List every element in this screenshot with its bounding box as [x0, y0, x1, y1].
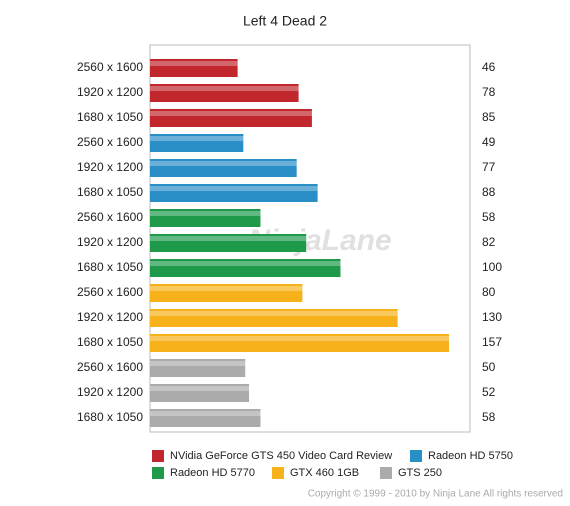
- category-label: 1920 x 1200: [77, 160, 143, 174]
- bar-highlight: [150, 311, 398, 316]
- value-label: 88: [482, 185, 496, 199]
- category-label: 2560 x 1600: [77, 135, 143, 149]
- bar: [150, 259, 341, 277]
- value-label: 78: [482, 85, 496, 99]
- bar-highlight: [150, 61, 238, 66]
- bar-highlight: [150, 211, 261, 216]
- legend-label: Radeon HD 5750: [428, 450, 513, 462]
- category-label: 2560 x 1600: [77, 210, 143, 224]
- category-label: 1920 x 1200: [77, 385, 143, 399]
- bar: [150, 109, 312, 127]
- value-label: 85: [482, 110, 496, 124]
- value-label: 130: [482, 310, 502, 324]
- bar-highlight: [150, 411, 261, 416]
- copyright: Copyright © 1999 - 2010 by Ninja Lane Al…: [308, 489, 563, 500]
- legend-swatch: [272, 467, 284, 479]
- bar: [150, 159, 297, 177]
- bar-highlight: [150, 86, 299, 91]
- category-label: 1680 x 1050: [77, 260, 143, 274]
- legend-label: GTX 460 1GB: [290, 467, 359, 479]
- bar: [150, 234, 307, 252]
- value-label: 77: [482, 160, 496, 174]
- legend-swatch: [380, 467, 392, 479]
- chart-title: Left 4 Dead 2: [243, 13, 327, 29]
- category-label: 1680 x 1050: [77, 410, 143, 424]
- bar-highlight: [150, 361, 246, 366]
- bar-highlight: [150, 386, 250, 391]
- bar: [150, 384, 250, 402]
- bar: [150, 284, 303, 302]
- value-label: 46: [482, 60, 496, 74]
- value-label: 82: [482, 235, 496, 249]
- category-label: 2560 x 1600: [77, 60, 143, 74]
- bar: [150, 309, 398, 327]
- bar-highlight: [150, 261, 341, 266]
- bar: [150, 359, 246, 377]
- bar: [150, 134, 244, 152]
- legend-swatch: [152, 467, 164, 479]
- bar: [150, 209, 261, 227]
- bar: [150, 334, 450, 352]
- legend-label: NVidia GeForce GTS 450 Video Card Review: [170, 450, 392, 462]
- legend-label: Radeon HD 5770: [170, 467, 255, 479]
- category-label: 1920 x 1200: [77, 85, 143, 99]
- bar: [150, 184, 318, 202]
- bar: [150, 409, 261, 427]
- bar-highlight: [150, 136, 244, 141]
- value-label: 52: [482, 385, 496, 399]
- value-label: 80: [482, 285, 496, 299]
- value-label: 58: [482, 210, 496, 224]
- value-label: 49: [482, 135, 496, 149]
- bar-highlight: [150, 336, 450, 341]
- bar: [150, 59, 238, 77]
- value-label: 50: [482, 360, 496, 374]
- bar-highlight: [150, 186, 318, 191]
- category-label: 1920 x 1200: [77, 235, 143, 249]
- category-label: 1920 x 1200: [77, 310, 143, 324]
- bar-highlight: [150, 286, 303, 291]
- legend-label: GTS 250: [398, 467, 442, 479]
- bar-highlight: [150, 111, 312, 116]
- category-label: 1680 x 1050: [77, 110, 143, 124]
- legend-swatch: [410, 450, 422, 462]
- value-label: 58: [482, 410, 496, 424]
- category-label: 2560 x 1600: [77, 360, 143, 374]
- category-label: 2560 x 1600: [77, 285, 143, 299]
- bar-highlight: [150, 236, 307, 241]
- value-label: 157: [482, 335, 502, 349]
- bar: [150, 84, 299, 102]
- value-label: 100: [482, 260, 502, 274]
- legend-swatch: [152, 450, 164, 462]
- category-label: 1680 x 1050: [77, 335, 143, 349]
- category-label: 1680 x 1050: [77, 185, 143, 199]
- bar-highlight: [150, 161, 297, 166]
